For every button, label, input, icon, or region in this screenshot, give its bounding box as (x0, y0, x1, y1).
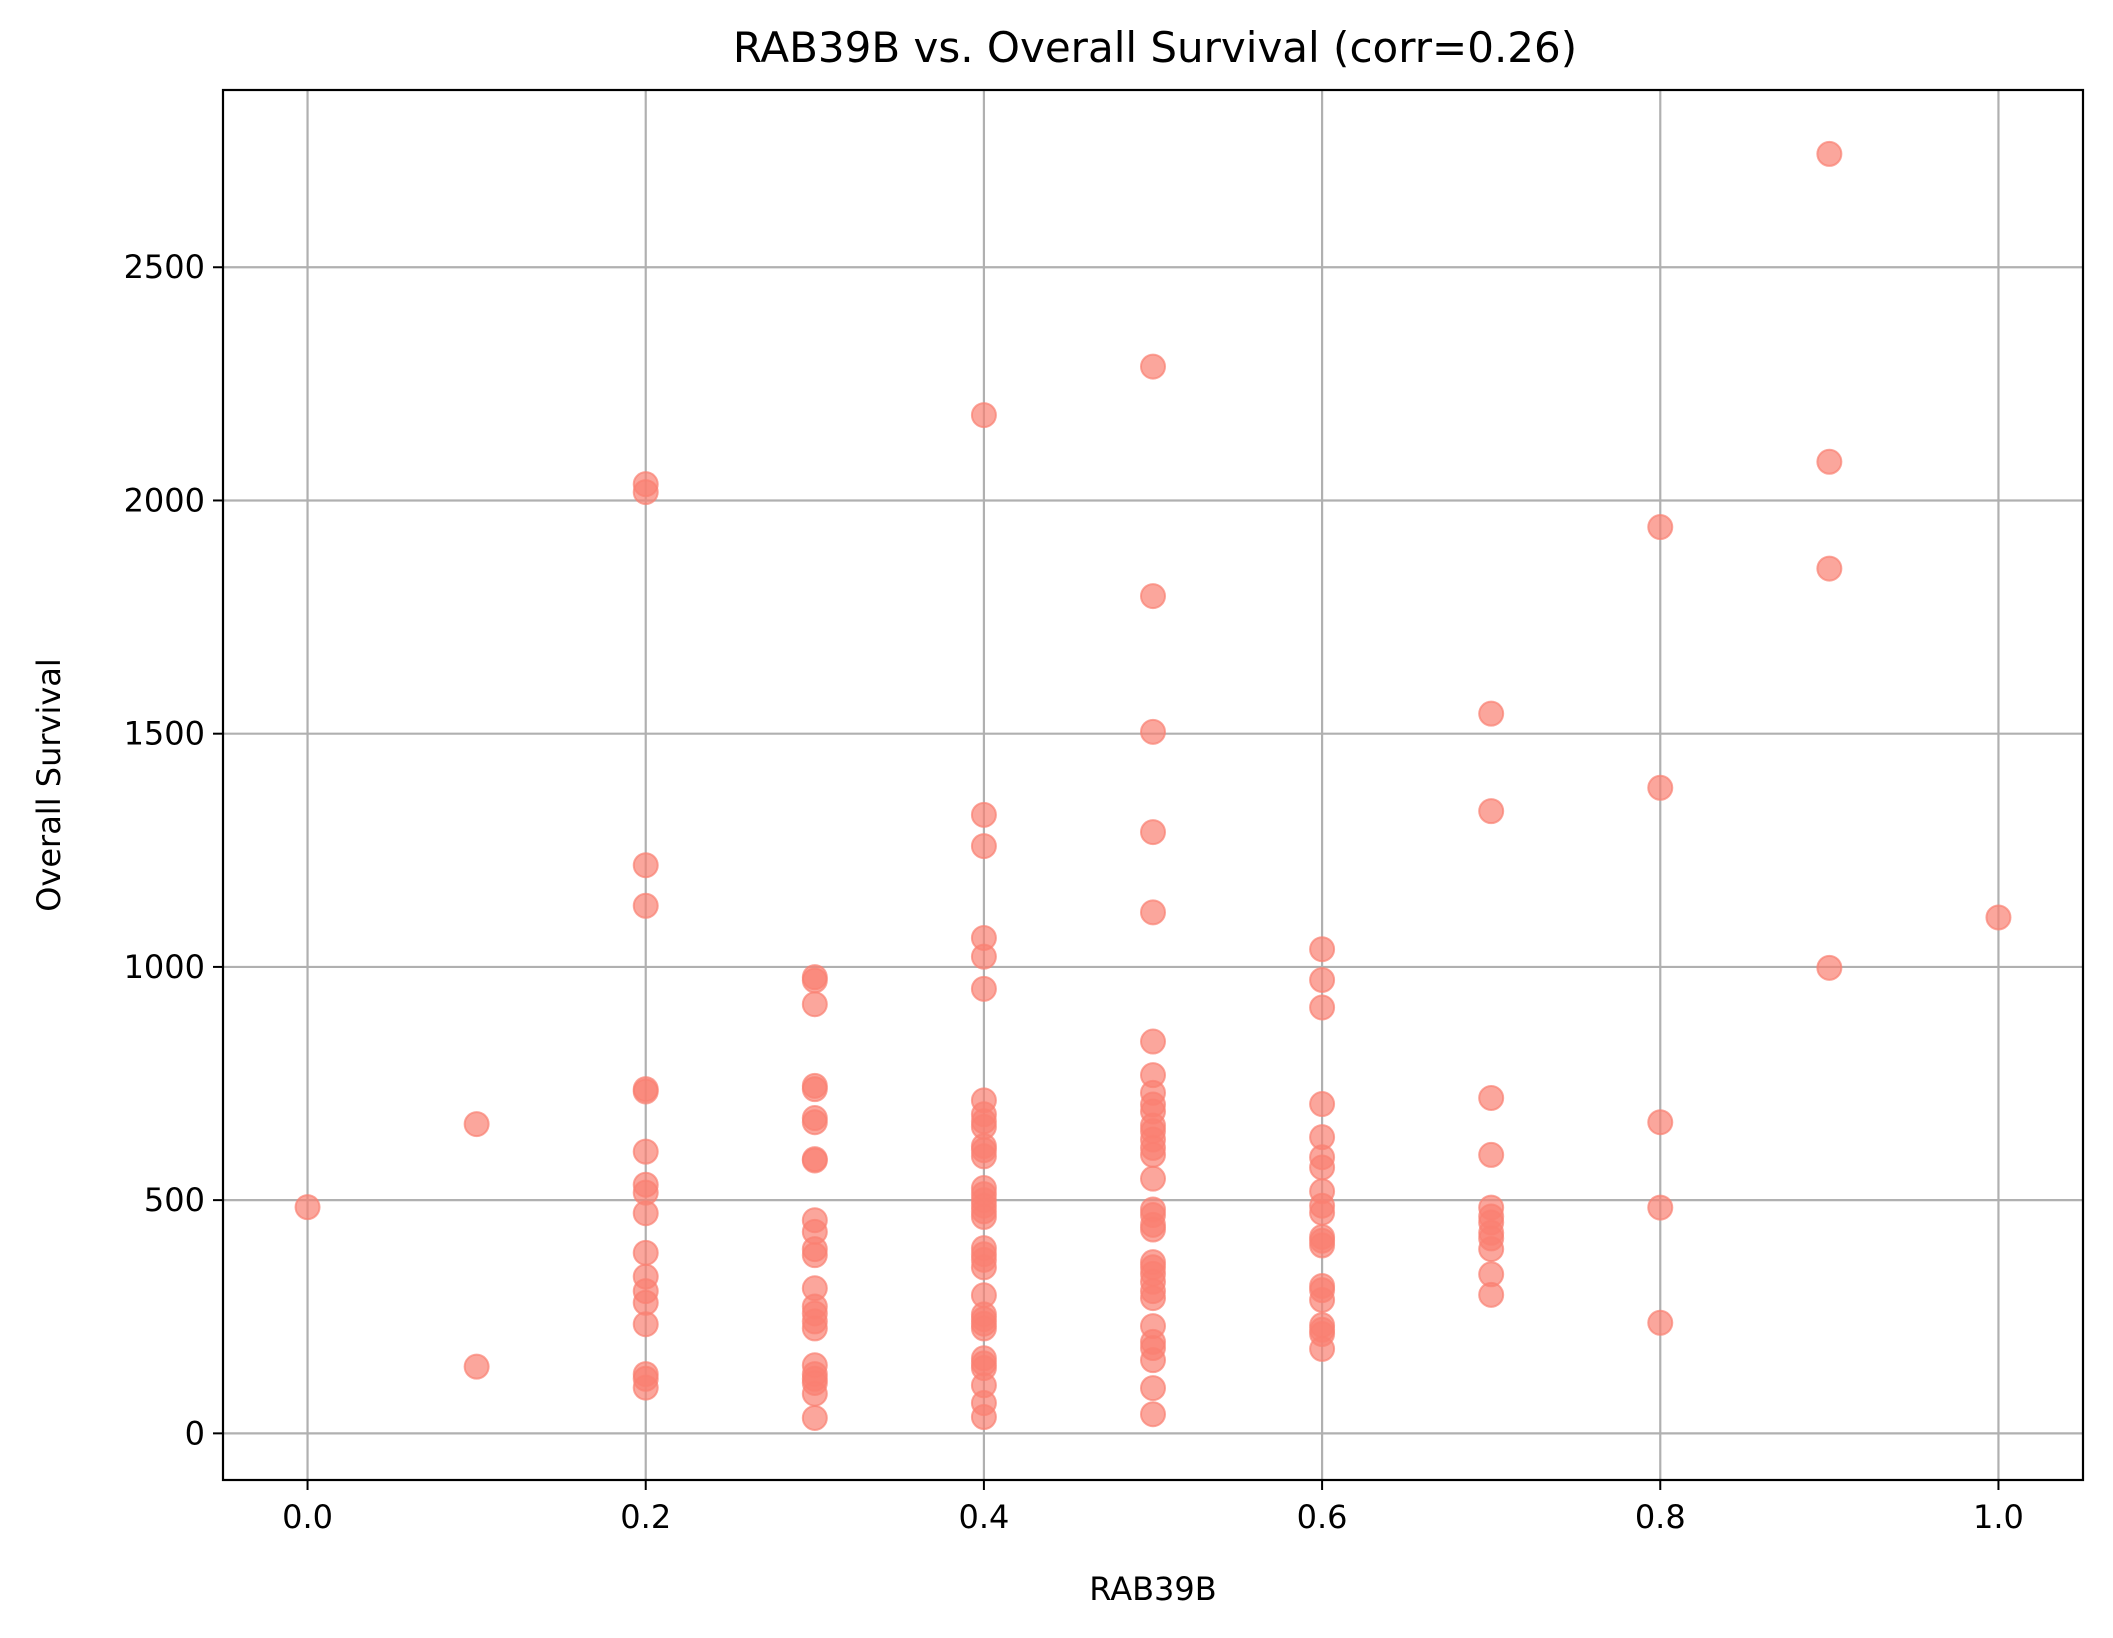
x-tick-label: 1.0 (1973, 1498, 2024, 1536)
data-point (632, 479, 659, 506)
data-point (1478, 1141, 1505, 1168)
data-point (1140, 1141, 1166, 1168)
data-point (1478, 798, 1505, 825)
data-point (632, 1138, 659, 1165)
data-point (1309, 1335, 1336, 1362)
data-point (801, 1380, 828, 1407)
points-layer (294, 140, 2012, 1431)
data-point (1309, 1232, 1336, 1259)
data-point (1478, 1084, 1505, 1111)
data-point (970, 1254, 997, 1281)
data-point (1140, 1375, 1166, 1402)
data-point (801, 1076, 828, 1103)
data-point (801, 1315, 828, 1342)
plot-frame (221, 88, 2085, 1482)
data-point (1647, 1309, 1674, 1336)
y-tick-label: 1500 (124, 715, 205, 753)
y-axis-label: Overall Survival (30, 658, 68, 912)
data-point (1816, 140, 1843, 167)
x-tick-label: 0.6 (1297, 1498, 1348, 1536)
data-point (1140, 1285, 1166, 1312)
data-point (632, 852, 659, 879)
data-point (970, 1203, 997, 1230)
chart-title: RAB39B vs. Overall Survival (corr=0.26) (733, 23, 1577, 72)
data-point (970, 833, 997, 860)
data-point (1309, 994, 1336, 1021)
data-point (1309, 936, 1336, 963)
x-axis-label: RAB39B (1089, 1570, 1216, 1608)
data-point (970, 801, 997, 828)
data-point (294, 1194, 321, 1221)
data-point (632, 1239, 659, 1266)
data-point (970, 1315, 997, 1342)
data-point (463, 1353, 490, 1380)
data-point (1309, 1091, 1336, 1118)
data-point (801, 1242, 828, 1269)
data-point (801, 1109, 828, 1136)
data-point (1647, 514, 1674, 541)
data-point (801, 1404, 828, 1431)
data-point (632, 1078, 659, 1105)
data-point (1816, 555, 1843, 582)
data-point (970, 975, 997, 1002)
data-point (1309, 1199, 1336, 1226)
data-point (1478, 700, 1505, 727)
data-point (1140, 1165, 1166, 1192)
data-point (1140, 899, 1166, 926)
x-tick-label: 0.0 (282, 1498, 333, 1536)
data-point (1816, 448, 1843, 475)
data-point (970, 402, 997, 429)
data-point (801, 1147, 828, 1174)
data-point (1647, 774, 1674, 801)
data-point (1140, 1216, 1166, 1243)
data-point (1140, 353, 1166, 380)
data-point (1309, 1154, 1336, 1181)
data-point (801, 991, 828, 1018)
data-point (632, 1311, 659, 1338)
data-point (1309, 966, 1336, 993)
data-point (1140, 819, 1166, 846)
y-tick-label: 500 (144, 1181, 205, 1219)
y-tick-label: 2500 (124, 248, 205, 286)
data-point (970, 943, 997, 970)
data-point (1309, 1286, 1336, 1313)
data-point (632, 1374, 659, 1401)
data-point (1478, 1281, 1505, 1308)
data-point (1647, 1109, 1674, 1136)
data-point (1140, 1401, 1166, 1428)
x-tick-label: 0.4 (958, 1498, 1009, 1536)
x-axis-ticks: 0.0 0.2 0.4 0.6 0.8 1.0 (282, 1480, 2024, 1536)
y-axis-ticks: 0 500 1000 1500 2000 2500 (124, 248, 223, 1452)
data-point (970, 1143, 997, 1170)
data-point (632, 892, 659, 919)
y-tick-label: 1000 (124, 948, 205, 986)
y-tick-label: 0 (185, 1414, 205, 1452)
data-point (1816, 954, 1843, 981)
data-point (801, 967, 828, 994)
data-point (632, 1200, 659, 1227)
data-point (1140, 1028, 1166, 1055)
data-point (1140, 583, 1166, 610)
data-point (970, 1404, 997, 1431)
data-point (1140, 1347, 1166, 1374)
data-point (1647, 1194, 1674, 1221)
data-point (632, 1289, 659, 1316)
data-point (463, 1111, 490, 1138)
data-point (1478, 1236, 1505, 1263)
data-point (1140, 718, 1166, 745)
y-tick-label: 2000 (124, 481, 205, 519)
x-tick-label: 0.2 (620, 1498, 671, 1536)
x-tick-label: 0.8 (1635, 1498, 1686, 1536)
data-point (1985, 904, 2012, 931)
